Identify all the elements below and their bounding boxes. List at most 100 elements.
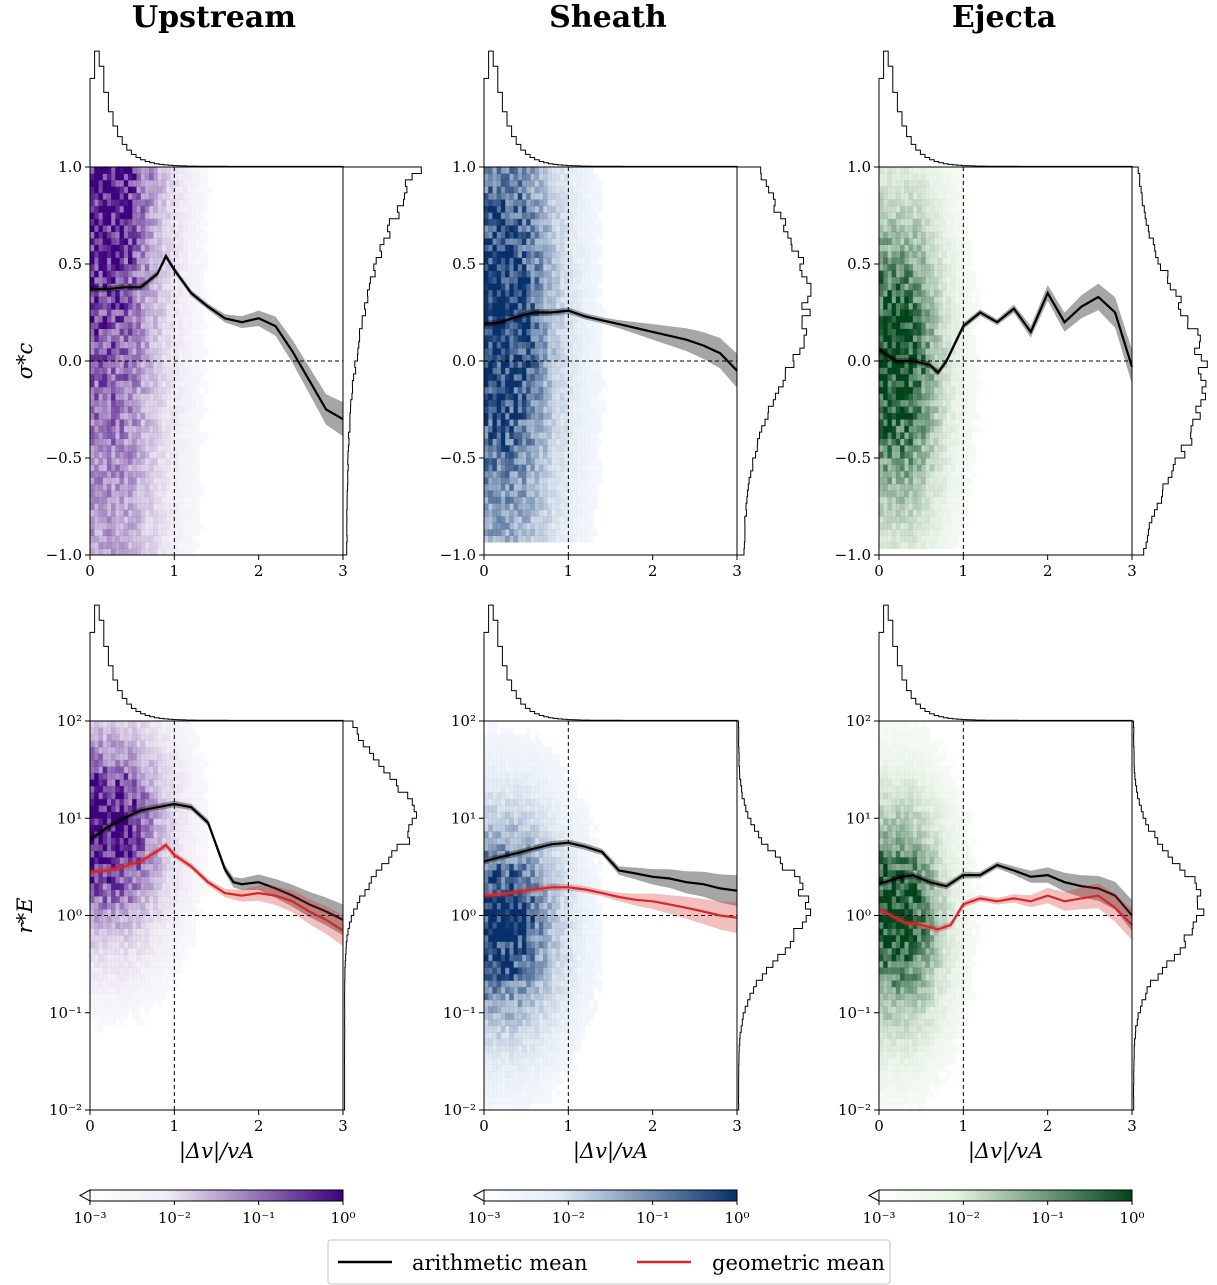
density-cell: [500, 257, 506, 265]
density-cell: [564, 192, 569, 200]
density-cell: [191, 419, 196, 427]
density-cell: [933, 276, 939, 284]
density-cell: [891, 542, 897, 549]
density-cell: [174, 380, 179, 388]
density-cell: [106, 516, 112, 524]
density-cell: [568, 315, 573, 323]
density-cell: [530, 367, 535, 375]
density-cell: [904, 535, 909, 543]
density-cell: [517, 186, 523, 194]
density-cell: [505, 179, 510, 187]
density-cell: [879, 296, 884, 304]
density-cell: [900, 283, 905, 291]
density-cell: [916, 257, 922, 265]
density-cell: [521, 238, 527, 245]
density-cell: [186, 509, 192, 517]
density-cell: [186, 380, 192, 388]
density-cell: [157, 367, 163, 375]
density-cell: [883, 509, 888, 517]
density-cell: [115, 986, 120, 994]
density-cell: [555, 425, 561, 433]
density-cell: [908, 179, 914, 187]
density-cell: [513, 296, 519, 304]
density-cell: [895, 516, 901, 524]
density-cell: [115, 432, 120, 439]
density-cell: [161, 503, 167, 511]
density-cell: [559, 477, 565, 485]
density-cell: [551, 380, 557, 388]
density-cell: [904, 445, 909, 452]
density-cell: [572, 445, 578, 452]
density-cell: [572, 438, 578, 446]
density-cell: [954, 244, 960, 252]
density-cell: [959, 367, 964, 375]
density-cell: [555, 257, 561, 265]
density-cell: [971, 470, 977, 478]
density-cell: [500, 522, 506, 530]
density-cell: [891, 296, 897, 304]
density-cell: [106, 805, 112, 813]
density-cell: [509, 212, 514, 220]
density-cell: [90, 322, 95, 330]
density-cell: [547, 445, 552, 452]
density-cell: [929, 483, 935, 491]
density-cell: [585, 367, 590, 375]
density-cell: [580, 225, 586, 233]
density-cell: [505, 264, 510, 271]
density-cell: [98, 367, 104, 375]
density-cell: [543, 296, 548, 304]
density-cell: [895, 199, 901, 207]
density-cell: [199, 264, 205, 271]
density-cell: [505, 432, 510, 439]
density-cell: [526, 490, 531, 498]
density-cell: [967, 315, 973, 323]
density-cell: [186, 244, 192, 252]
density-cell: [144, 348, 150, 355]
density-cell: [195, 361, 201, 368]
density-cell: [161, 199, 167, 207]
x-tick-label: 2: [648, 562, 658, 580]
density-cell: [488, 516, 493, 524]
density-cell: [895, 212, 901, 220]
density-cell: [576, 522, 582, 530]
density-cell: [191, 309, 196, 317]
density-cell: [90, 218, 95, 226]
density-cell: [585, 470, 590, 478]
density-cell: [887, 380, 893, 388]
density-cell: [555, 315, 561, 323]
density-cell: [170, 348, 175, 355]
density-cell: [500, 283, 506, 291]
density-cell: [157, 192, 163, 200]
density-cell: [887, 302, 893, 310]
marginal-histogram-y: [737, 166, 812, 556]
density-cell: [492, 470, 498, 478]
density-cell: [157, 425, 163, 433]
density-cell: [543, 328, 548, 336]
density-cell: [589, 225, 595, 233]
density-cell: [895, 477, 901, 485]
density-cell: [517, 199, 523, 207]
density-cell: [509, 496, 514, 504]
density-cell: [153, 483, 158, 491]
density-cell: [963, 470, 968, 478]
density-cell: [132, 477, 137, 485]
density-cell: [912, 412, 918, 420]
density-cell: [123, 309, 129, 317]
density-cell: [517, 522, 523, 530]
density-cell: [547, 419, 552, 427]
density-cell: [115, 542, 120, 549]
density-cell: [580, 529, 586, 536]
density-cell: [938, 341, 943, 349]
density-cell: [174, 205, 179, 213]
density-cell: [900, 503, 905, 511]
density-cell: [959, 419, 964, 427]
density-cell: [115, 870, 120, 877]
density-cell: [576, 302, 582, 310]
density-cell: [505, 309, 510, 317]
density-cell: [543, 341, 548, 349]
density-cell: [887, 458, 893, 465]
density-cell: [942, 535, 947, 543]
density-cell: [568, 192, 573, 200]
density-cell: [161, 264, 167, 271]
density-cell: [959, 399, 964, 407]
